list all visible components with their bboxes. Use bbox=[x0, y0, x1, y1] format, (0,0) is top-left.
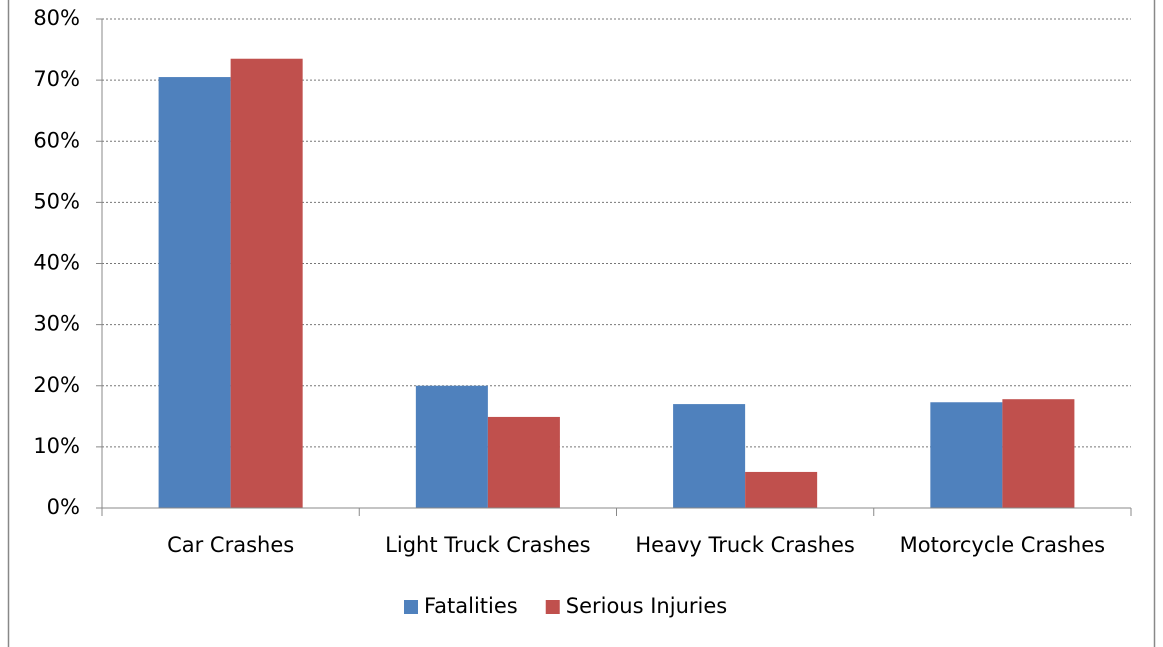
bar bbox=[415, 385, 488, 508]
y-tick-label: 80% bbox=[33, 6, 80, 30]
bar bbox=[230, 58, 303, 508]
bar bbox=[487, 416, 560, 508]
y-tick-label: 10% bbox=[33, 434, 80, 458]
bar bbox=[673, 404, 746, 508]
legend-label: Serious Injuries bbox=[566, 594, 727, 618]
bar bbox=[1002, 399, 1075, 508]
legend-swatch bbox=[545, 600, 560, 614]
y-tick-label: 70% bbox=[33, 67, 80, 91]
x-tick-label: Motorcycle Crashes bbox=[900, 533, 1105, 557]
chart-frame bbox=[7, 0, 1156, 647]
bar bbox=[158, 77, 231, 508]
x-tick-label: Heavy Truck Crashes bbox=[635, 533, 854, 557]
legend-swatch bbox=[404, 600, 418, 614]
y-tick-label: 0% bbox=[47, 495, 80, 519]
y-tick-label: 60% bbox=[33, 128, 80, 152]
legend-label: Fatalities bbox=[424, 594, 518, 618]
bar bbox=[745, 471, 818, 508]
x-tick-label: Light Truck Crashes bbox=[385, 533, 590, 557]
bar bbox=[930, 402, 1003, 508]
y-tick-label: 30% bbox=[33, 312, 80, 336]
y-tick-label: 20% bbox=[33, 373, 80, 397]
x-tick-label: Car Crashes bbox=[167, 533, 294, 557]
y-tick-label: 50% bbox=[33, 189, 80, 213]
y-tick-label: 40% bbox=[33, 251, 80, 275]
